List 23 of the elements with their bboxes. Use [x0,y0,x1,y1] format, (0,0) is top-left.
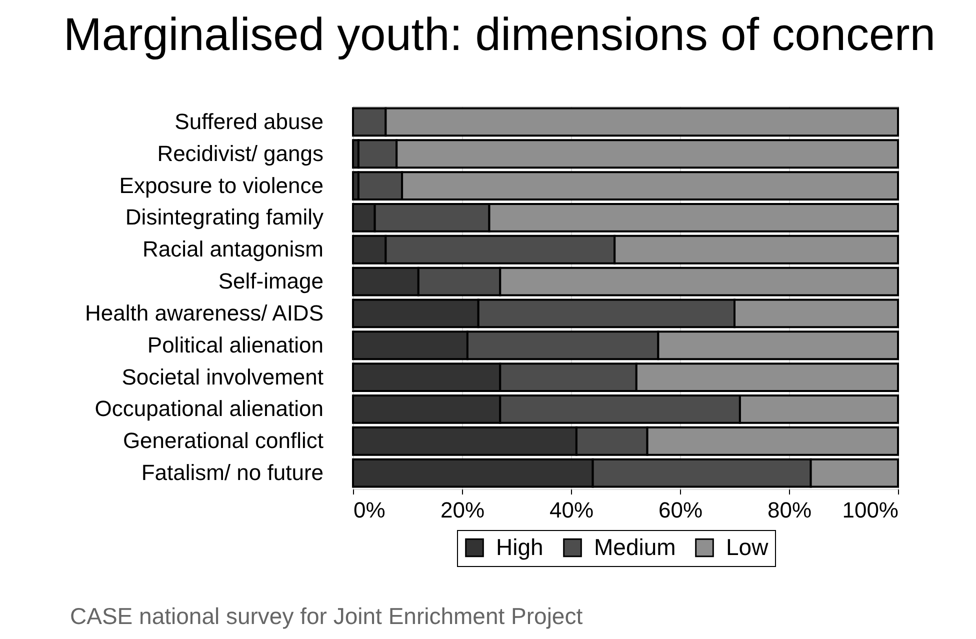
legend-label: High [496,534,544,560]
text: CASE national survey for Joint Enrichment Project [70,603,584,629]
x-tick-label: 40% [549,498,594,522]
x-tick-label: 100% [842,498,898,522]
y-tick-label: Recidivist/ gangs [157,140,324,166]
chart-title: Marginalised youth: dimensions of concern [64,8,936,60]
y-tick-label: Exposure to violence [119,172,324,198]
y-tick-label: Fatalism/ no future [141,460,324,486]
y-tick-label: Generational conflict [122,428,324,454]
x-tick-label: 20% [440,498,485,522]
y-tick-label: Political alienation [147,332,324,358]
y-tick-label: Disintegrating family [125,204,324,230]
y-tick-label: Occupational alienation [94,396,324,422]
y-tick-label: Health awareness/ AIDS [85,300,324,326]
y-tick-label: Self-image [218,268,324,294]
legend-label: Medium [594,534,676,560]
x-tick-label: 0% [354,498,386,522]
y-tick-label: Racial antagonism [142,236,324,262]
x-tick-label: 60% [658,498,703,522]
y-tick-label: Suffered abuse [174,108,324,134]
y-tick-label: Societal involvement [122,364,324,390]
x-tick-label: 80% [767,498,812,522]
legend-label: Low [726,534,769,560]
